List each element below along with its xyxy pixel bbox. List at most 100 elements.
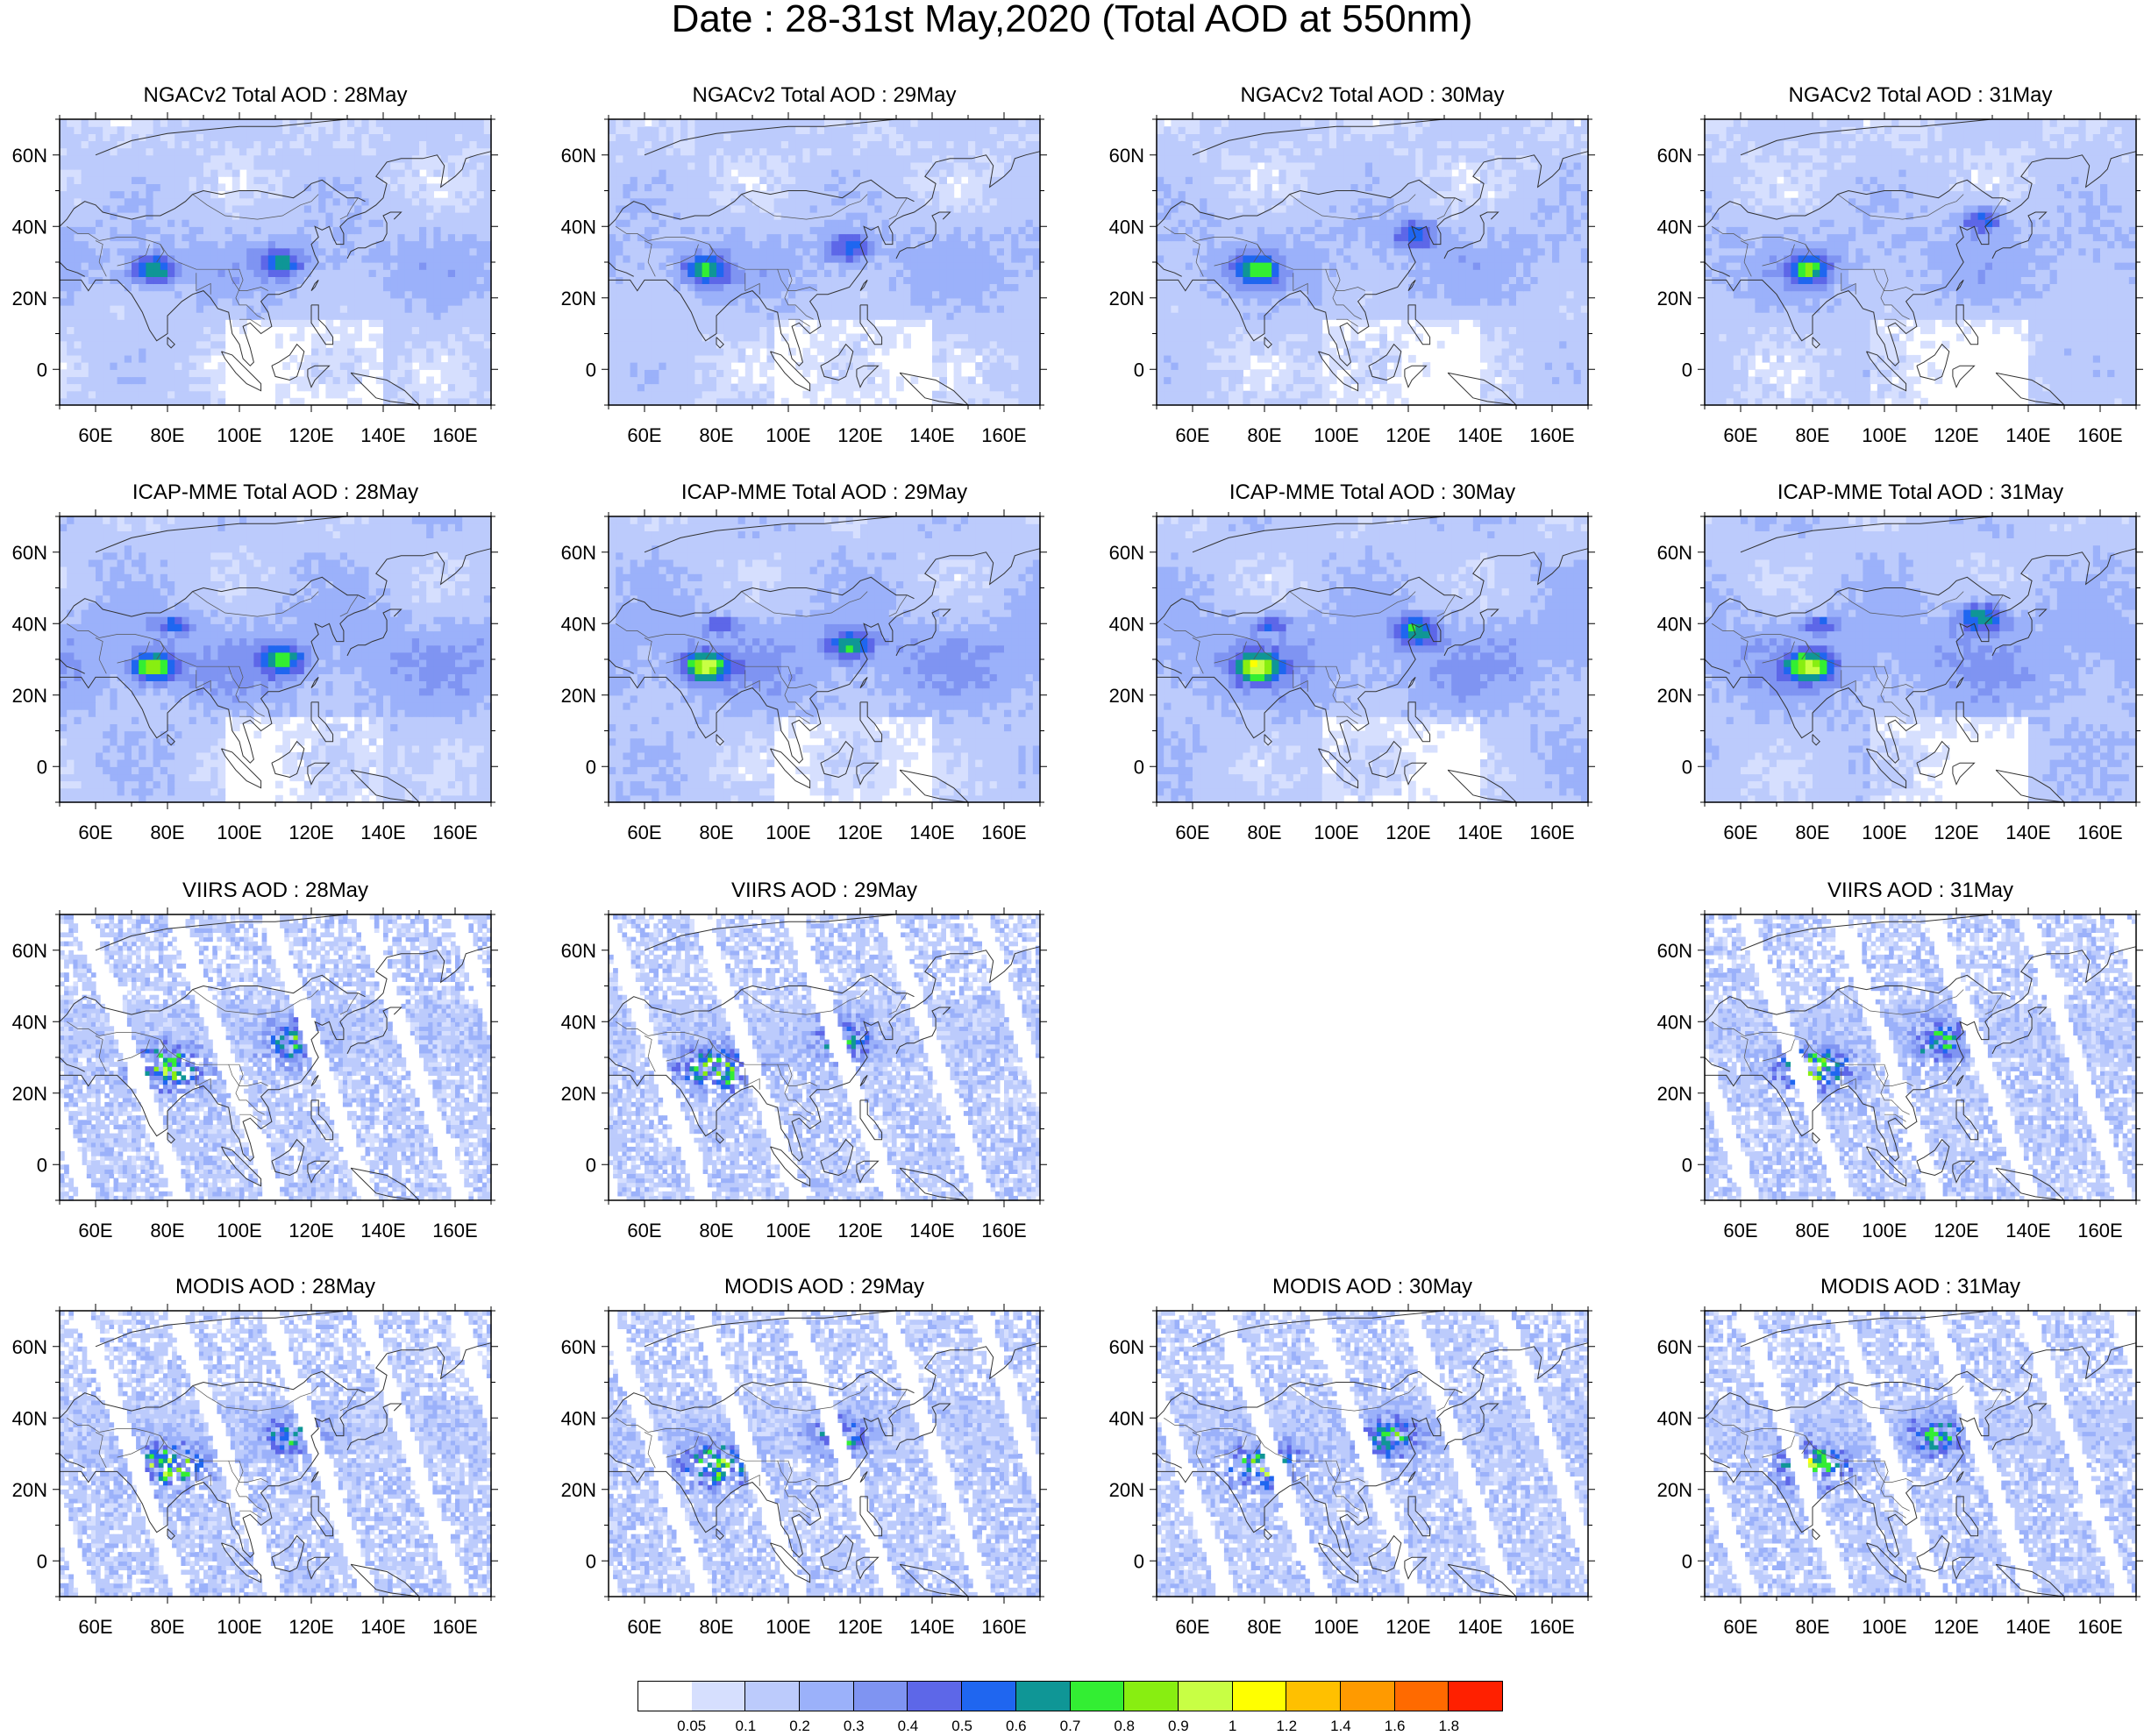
lon-tick-label: 80E bbox=[1247, 1616, 1281, 1638]
aod-map: 60N 40N 20N 0 60E 80E 100E 120E 140E 160E bbox=[561, 907, 1047, 1242]
panel-title: MODIS AOD : 30May bbox=[1157, 1276, 1588, 1298]
lon-tick-label: 160E bbox=[1529, 1616, 1574, 1638]
lon-tick-label: 160E bbox=[432, 822, 477, 843]
aod-map: 60N 40N 20N 0 60E 80E 100E 120E 140E 160E bbox=[12, 1304, 498, 1638]
lon-tick-label: 80E bbox=[150, 424, 184, 446]
lon-tick-label: 100E bbox=[766, 424, 810, 446]
lat-tick-label: 0 bbox=[37, 756, 47, 778]
colorbar-label: 0.9 bbox=[1168, 1718, 1189, 1735]
lon-tick-label: 160E bbox=[432, 1616, 477, 1638]
lat-tick-label: 60N bbox=[1657, 542, 1692, 564]
lat-tick-label: 0 bbox=[1134, 756, 1144, 778]
panel-title: ICAP-MME Total AOD : 30May bbox=[1157, 481, 1588, 504]
lon-tick-label: 60E bbox=[627, 424, 661, 446]
colorbar-cell bbox=[638, 1681, 693, 1711]
lon-tick-label: 60E bbox=[627, 1616, 661, 1638]
lat-tick-label: 40N bbox=[1657, 1407, 1692, 1429]
lon-tick-label: 100E bbox=[766, 822, 810, 843]
lat-tick-label: 40N bbox=[561, 613, 596, 635]
lat-tick-label: 0 bbox=[586, 756, 596, 778]
axis-ticks bbox=[53, 907, 498, 1207]
lon-tick-label: 80E bbox=[1795, 822, 1829, 843]
lat-tick-label: 20N bbox=[561, 288, 596, 309]
lat-tick-label: 40N bbox=[1109, 1407, 1144, 1429]
lon-tick-label: 80E bbox=[1795, 1616, 1829, 1638]
colorbar-cell bbox=[1340, 1681, 1395, 1711]
panel-title: MODIS AOD : 28May bbox=[60, 1276, 491, 1298]
lat-tick-label: 60N bbox=[1109, 542, 1144, 564]
lon-tick-label: 120E bbox=[837, 1616, 882, 1638]
panel-title: NGACv2 Total AOD : 30May bbox=[1157, 84, 1588, 107]
map-panel-icap-mme-29may: ICAP-MME Total AOD : 29May 60N 40N 20N 0 60E 8… bbox=[549, 478, 1058, 855]
lon-tick-label: 160E bbox=[2077, 1220, 2122, 1242]
colorbar-cell bbox=[1286, 1681, 1341, 1711]
lon-tick-label: 80E bbox=[699, 1616, 733, 1638]
lat-tick-label: 60N bbox=[561, 542, 596, 564]
lon-tick-label: 100E bbox=[217, 1220, 261, 1242]
lon-tick-label: 100E bbox=[1862, 822, 1906, 843]
lat-tick-label: 0 bbox=[1682, 1550, 1692, 1572]
aod-map: 60N 40N 20N 0 60E 80E 100E 120E 140E 160E bbox=[12, 112, 498, 446]
aod-map: 60N 40N 20N 0 60E 80E 100E 120E 140E 160E bbox=[561, 509, 1047, 843]
lon-tick-label: 100E bbox=[217, 822, 261, 843]
colorbar-cell bbox=[1449, 1681, 1503, 1711]
lat-tick-label: 20N bbox=[1657, 1083, 1692, 1105]
aod-field bbox=[1705, 1311, 2137, 1597]
aod-field bbox=[1157, 119, 1589, 406]
aod-map: 60N 40N 20N 0 60E 80E 100E 120E 140E 160E bbox=[561, 112, 1047, 446]
lat-tick-label: 40N bbox=[1657, 1011, 1692, 1033]
lon-tick-label: 80E bbox=[1247, 822, 1281, 843]
lon-tick-label: 120E bbox=[288, 822, 333, 843]
map-panel-modis-29may: MODIS AOD : 29May 60N 40N 20N 0 60E 80E 100E 120… bbox=[549, 1272, 1058, 1649]
lon-tick-label: 60E bbox=[1175, 822, 1209, 843]
lon-tick-label: 120E bbox=[1934, 822, 1978, 843]
lon-tick-label: 140E bbox=[909, 822, 954, 843]
lon-tick-label: 160E bbox=[432, 424, 477, 446]
lat-tick-label: 0 bbox=[1682, 359, 1692, 381]
colorbar-label: 0.05 bbox=[677, 1718, 706, 1735]
coastlines bbox=[608, 1310, 1041, 1597]
lon-tick-label: 80E bbox=[1795, 424, 1829, 446]
axis-ticks bbox=[602, 509, 1047, 809]
lon-tick-label: 120E bbox=[837, 1220, 882, 1242]
axis-ticks bbox=[1698, 907, 2143, 1207]
colorbar-label: 1.2 bbox=[1276, 1718, 1297, 1735]
lon-tick-label: 120E bbox=[288, 424, 333, 446]
aod-field bbox=[609, 119, 1041, 406]
colorbar-cell bbox=[745, 1681, 801, 1711]
aod-map: 60N 40N 20N 0 60E 80E 100E 120E 140E 160E bbox=[12, 907, 498, 1242]
lon-tick-label: 140E bbox=[360, 1616, 405, 1638]
axis-ticks bbox=[602, 112, 1047, 412]
aod-colorbar: 0.05 0.1 0.2 0.3 0.4 0.5 0.6 0.7 0.8 0.9 1 1.2 1.4 1.… bbox=[638, 1681, 1506, 1736]
colorbar-cell bbox=[962, 1681, 1016, 1711]
lon-tick-label: 160E bbox=[2077, 424, 2122, 446]
lat-tick-label: 60N bbox=[561, 145, 596, 167]
map-panel-icap-mme-31may: ICAP-MME Total AOD : 31May 60N 40N 20N 0 60E 8… bbox=[1645, 478, 2144, 855]
colorbar-label: 0.7 bbox=[1060, 1718, 1081, 1735]
lon-tick-label: 80E bbox=[150, 1616, 184, 1638]
coastlines bbox=[608, 516, 1041, 803]
aod-field bbox=[60, 1311, 492, 1597]
aod-field bbox=[1705, 914, 2137, 1201]
panel-title: ICAP-MME Total AOD : 28May bbox=[60, 481, 491, 504]
axis-ticks bbox=[602, 1304, 1047, 1604]
lat-tick-label: 0 bbox=[586, 1550, 596, 1572]
lon-tick-label: 160E bbox=[981, 1220, 1026, 1242]
coastlines bbox=[1704, 1310, 2137, 1597]
colorbar-cell bbox=[1015, 1681, 1071, 1711]
colorbar-cell bbox=[1124, 1681, 1179, 1711]
lat-tick-label: 40N bbox=[12, 1011, 47, 1033]
axis-ticks bbox=[1150, 509, 1595, 809]
lon-tick-label: 100E bbox=[217, 424, 261, 446]
lon-tick-label: 100E bbox=[766, 1616, 810, 1638]
lon-tick-label: 160E bbox=[2077, 1616, 2122, 1638]
colorbar-label: 0.4 bbox=[898, 1718, 919, 1735]
axis-ticks bbox=[1150, 112, 1595, 412]
lat-tick-label: 0 bbox=[1134, 359, 1144, 381]
map-panel-modis-30may: MODIS AOD : 30May 60N 40N 20N 0 60E 80E 100E 120… bbox=[1097, 1272, 1606, 1649]
aod-field bbox=[1157, 516, 1589, 803]
panel-title: NGACv2 Total AOD : 29May bbox=[609, 84, 1040, 107]
lon-tick-label: 160E bbox=[1529, 424, 1574, 446]
lon-tick-label: 120E bbox=[1385, 822, 1430, 843]
map-panel-viirs-31may: VIIRS AOD : 31May 60N 40N 20N 0 60E 80E 100E 120… bbox=[1645, 876, 2144, 1253]
